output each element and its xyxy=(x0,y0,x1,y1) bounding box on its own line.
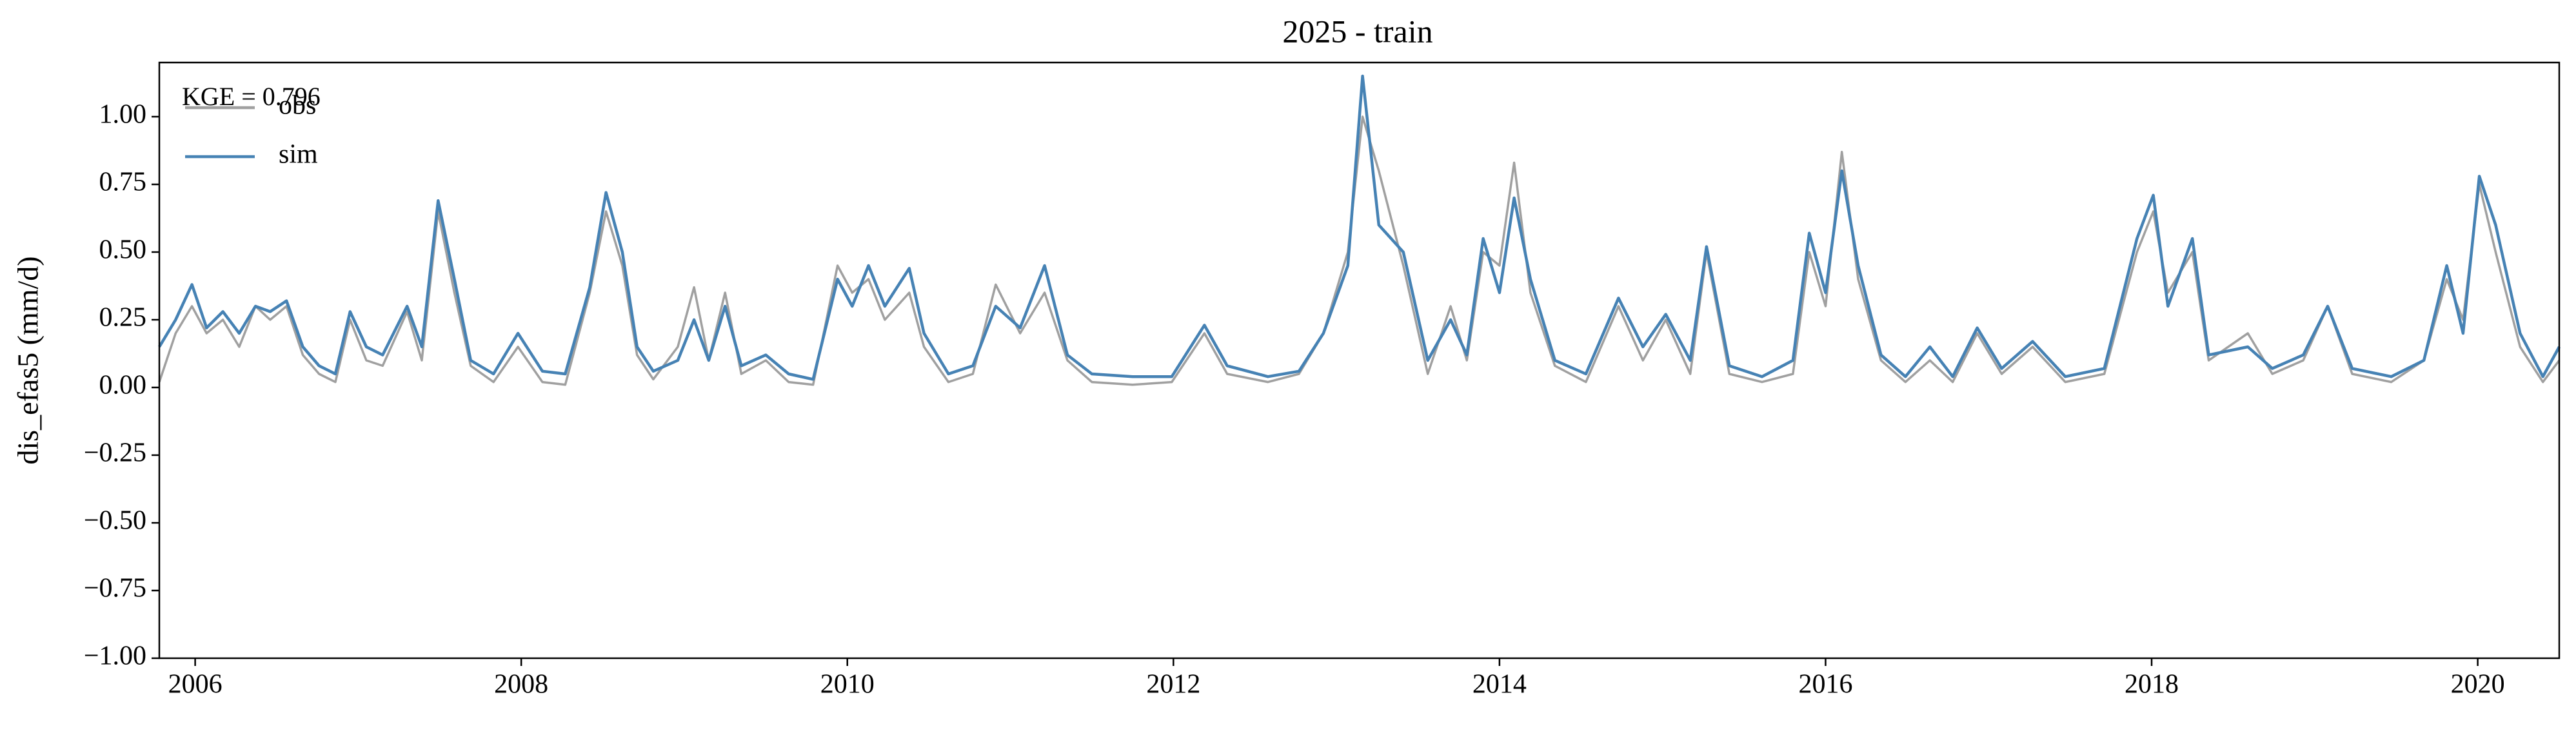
legend-label: obs xyxy=(279,91,316,121)
x-tick-label: 2016 xyxy=(1798,670,1852,699)
y-tick-label: −0.50 xyxy=(84,506,146,536)
y-tick-label: 0.50 xyxy=(99,235,147,265)
y-tick-label: −0.25 xyxy=(84,438,146,468)
x-tick-label: 2020 xyxy=(2451,670,2505,699)
y-tick-label: 1.00 xyxy=(99,100,147,130)
axes-frame xyxy=(158,61,2561,660)
x-tick-label: 2014 xyxy=(1472,670,1527,699)
y-tick-label: 0.00 xyxy=(99,371,147,400)
y-tick-label: 0.75 xyxy=(99,168,147,197)
x-tick-label: 2018 xyxy=(2125,670,2179,699)
y-tick-label: −1.00 xyxy=(84,641,146,671)
x-tick-label: 2006 xyxy=(168,670,223,699)
series-line xyxy=(158,74,2561,381)
x-tick-label: 2010 xyxy=(820,670,875,699)
chart-title: 2025 - train xyxy=(1282,13,1432,49)
legend-label: sim xyxy=(279,140,318,170)
annotation: KGE = 0.796 xyxy=(182,82,321,111)
x-tick-label: 2012 xyxy=(1146,670,1200,699)
y-tick-label: 0.25 xyxy=(99,303,147,333)
x-tick-label: 2008 xyxy=(494,670,548,699)
series-line xyxy=(158,115,2561,386)
y-axis-label: dis_efas5 (mm/d) xyxy=(12,256,45,464)
y-tick-label: −0.75 xyxy=(84,574,146,603)
